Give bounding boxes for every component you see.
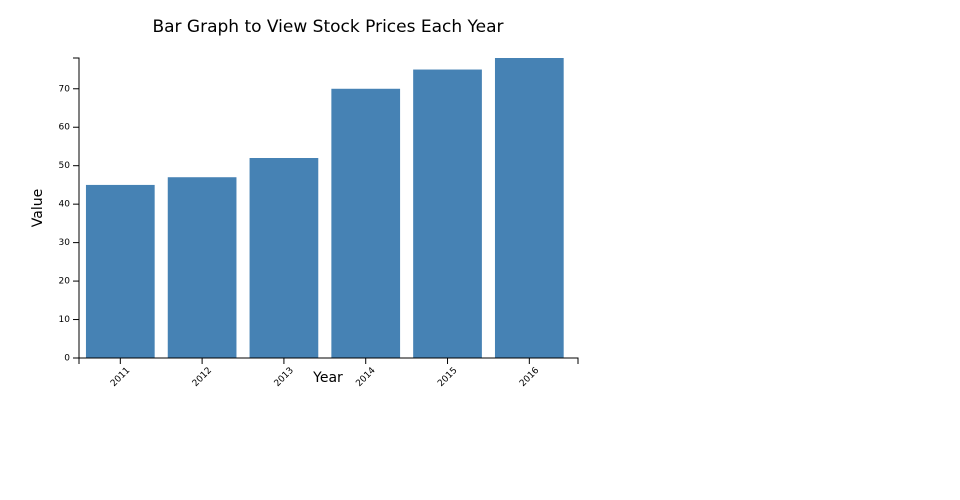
- bar: [494, 58, 564, 358]
- chart-title: Bar Graph to View Stock Prices Each Year: [152, 17, 503, 37]
- x-tick-label: 2016: [518, 366, 541, 389]
- y-tick-label: 50: [59, 161, 71, 171]
- x-tick-label: 2015: [436, 366, 459, 389]
- bar: [85, 184, 155, 358]
- y-tick-label: 20: [59, 277, 71, 287]
- y-tick-label: 30: [59, 238, 71, 248]
- y-axis-label: Value: [30, 189, 46, 227]
- bar: [167, 177, 237, 358]
- bar: [413, 69, 482, 359]
- x-axis: [78, 357, 579, 364]
- x-tick-label: 2012: [191, 366, 214, 389]
- x-tick-label: 2014: [354, 366, 377, 389]
- x-tick-label: 2013: [273, 366, 296, 389]
- y-axis: [73, 57, 80, 359]
- y-tick-label: 10: [59, 315, 71, 325]
- y-tick-label: 60: [59, 123, 71, 133]
- x-tick-label: 2011: [109, 366, 132, 389]
- bar: [249, 158, 319, 358]
- y-tick-label: 0: [64, 354, 70, 364]
- y-tick-label: 70: [59, 84, 71, 94]
- x-axis-label: Year: [312, 370, 343, 386]
- y-tick-label: 40: [59, 200, 71, 210]
- bar: [331, 88, 401, 359]
